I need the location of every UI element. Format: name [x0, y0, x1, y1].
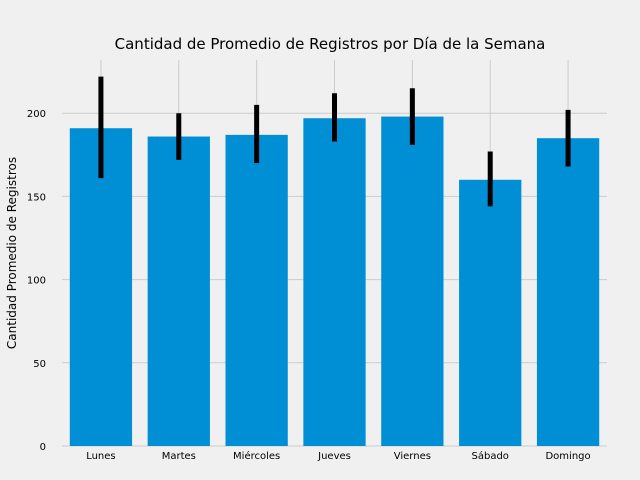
x-ticks: Lunes Martes Miércoles Jueves Viernes Sábado D…	[86, 450, 590, 462]
bar-lunes	[69, 128, 133, 446]
x-tick-label: Viernes	[394, 451, 431, 462]
y-tick-label: 150	[27, 192, 46, 203]
y-tick-label: 100	[27, 276, 46, 287]
y-axis-label: Cantidad Promedio de Registros	[5, 157, 19, 349]
x-tick-label: Jueves	[317, 451, 351, 462]
bar-viernes	[381, 116, 444, 446]
y-tick-label: 50	[33, 359, 46, 370]
bars	[69, 116, 600, 447]
x-tick-label: Sábado	[472, 450, 509, 462]
chart-title: Cantidad de Promedio de Registros por Dí…	[115, 35, 546, 53]
x-tick-label: Miércoles	[233, 450, 280, 462]
x-tick-label: Lunes	[86, 451, 115, 462]
bar-domingo	[536, 138, 600, 446]
bar-martes	[147, 136, 210, 446]
error-bars	[98, 76, 571, 207]
bar-jueves	[303, 118, 366, 446]
x-tick-label: Martes	[162, 451, 196, 462]
y-tick-label: 0	[40, 442, 46, 453]
y-tick-label: 200	[27, 109, 46, 120]
bar-sábado	[459, 179, 522, 447]
x-tick-label: Domingo	[545, 451, 590, 462]
bar-miércoles	[225, 134, 288, 446]
y-ticks: 0 50 100 150 200	[27, 109, 46, 453]
